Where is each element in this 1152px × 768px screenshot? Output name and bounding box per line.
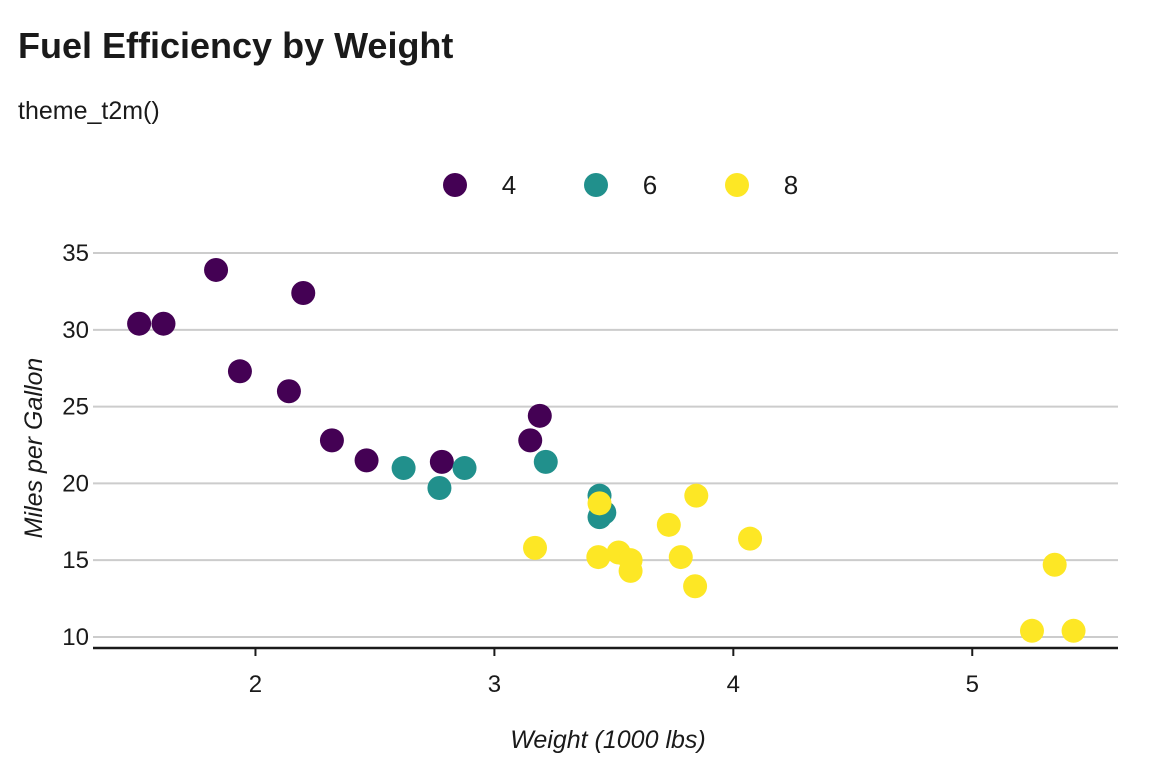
y-tick-label: 30 bbox=[62, 317, 89, 344]
legend-label: 4 bbox=[502, 170, 516, 200]
data-point-cyl-8 bbox=[668, 545, 693, 570]
data-point-cyl-4 bbox=[227, 359, 252, 384]
data-point-cyl-6 bbox=[391, 456, 416, 481]
data-point-cyl-8 bbox=[738, 526, 763, 551]
y-tick-label: 35 bbox=[62, 240, 89, 267]
data-point-cyl-6 bbox=[533, 449, 558, 474]
data-point-cyl-4 bbox=[429, 449, 454, 474]
data-point-cyl-4 bbox=[518, 428, 543, 453]
legend-label: 8 bbox=[784, 170, 798, 200]
data-point-cyl-4 bbox=[127, 311, 152, 336]
points bbox=[127, 257, 1086, 643]
data-point-cyl-4 bbox=[319, 428, 344, 453]
y-axis-label: Miles per Gallon bbox=[20, 358, 48, 539]
chart-subtitle: theme_t2m() bbox=[18, 97, 160, 125]
legend-label: 6 bbox=[643, 170, 657, 200]
x-tick-label: 5 bbox=[966, 671, 979, 698]
data-point-cyl-8 bbox=[1061, 618, 1086, 643]
y-tick-label: 25 bbox=[62, 394, 89, 421]
data-point-cyl-8 bbox=[684, 483, 709, 508]
data-point-cyl-4 bbox=[527, 403, 552, 428]
data-point-cyl-4 bbox=[291, 280, 316, 305]
data-point-cyl-8 bbox=[1019, 618, 1044, 643]
data-point-cyl-4 bbox=[276, 379, 301, 404]
data-point-cyl-8 bbox=[618, 548, 643, 573]
data-point-cyl-4 bbox=[204, 257, 229, 282]
data-point-cyl-4 bbox=[354, 448, 379, 473]
legend-key-6 bbox=[584, 173, 608, 197]
x-tick-label: 2 bbox=[249, 671, 262, 698]
chart-title: Fuel Efficiency by Weight bbox=[18, 25, 453, 66]
grid bbox=[93, 252, 1118, 638]
legend-key-4 bbox=[443, 173, 467, 197]
data-point-cyl-8 bbox=[523, 535, 548, 560]
y-tick-label: 10 bbox=[62, 624, 89, 651]
x-tick-label: 4 bbox=[727, 671, 740, 698]
axes: 10 15 20 25 30 35 2 3 4 5 bbox=[62, 240, 1118, 698]
data-point-cyl-8 bbox=[683, 574, 708, 599]
data-point-cyl-8 bbox=[587, 491, 612, 516]
y-tick-label: 15 bbox=[62, 547, 89, 574]
data-point-cyl-8 bbox=[656, 512, 681, 537]
legend: 4 6 8 bbox=[443, 170, 798, 200]
data-point-cyl-8 bbox=[1042, 552, 1067, 577]
data-point-cyl-8 bbox=[586, 545, 611, 570]
data-point-cyl-6 bbox=[427, 475, 452, 500]
data-point-cyl-4 bbox=[151, 311, 176, 336]
legend-key-8 bbox=[725, 173, 749, 197]
x-tick-label: 3 bbox=[488, 671, 501, 698]
data-point-cyl-6 bbox=[452, 456, 477, 481]
y-tick-label: 20 bbox=[62, 470, 89, 497]
x-axis-label: Weight (1000 lbs) bbox=[510, 726, 705, 754]
